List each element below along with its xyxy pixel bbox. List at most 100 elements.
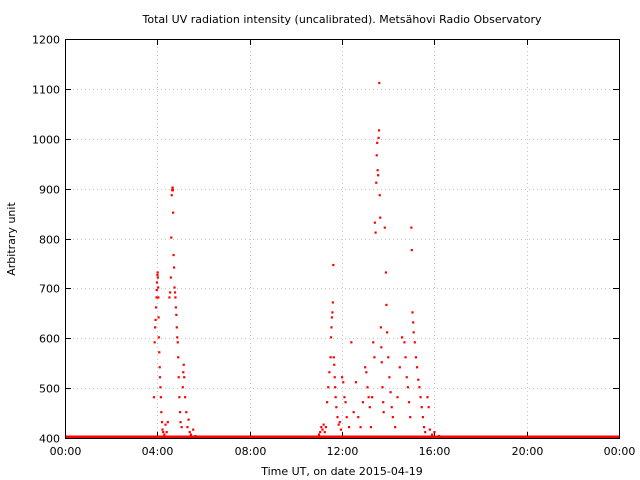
y-tick-label: 600 — [39, 333, 60, 346]
data-point — [389, 391, 392, 394]
data-point — [173, 286, 176, 289]
data-point — [424, 431, 427, 434]
data-point — [387, 356, 390, 359]
data-point — [334, 396, 337, 399]
data-point — [410, 248, 413, 252]
data-point — [162, 431, 165, 434]
data-point — [153, 341, 156, 344]
data-point — [411, 311, 414, 314]
data-point — [156, 273, 159, 277]
data-point — [333, 363, 336, 366]
data-point — [357, 416, 360, 419]
data-point — [391, 416, 394, 419]
data-point — [163, 433, 166, 436]
data-point — [157, 336, 160, 339]
data-point — [382, 401, 385, 404]
data-point — [174, 296, 177, 299]
data-point — [359, 426, 362, 429]
data-point — [343, 396, 346, 399]
data-point — [369, 426, 373, 429]
data-point — [172, 266, 176, 269]
data-point — [330, 316, 334, 319]
data-point — [337, 423, 340, 426]
data-point — [177, 356, 180, 359]
data-point — [414, 356, 418, 359]
data-point — [378, 194, 381, 197]
data-point — [178, 396, 181, 399]
x-tick-label: 20:00 — [512, 445, 544, 458]
data-point — [159, 386, 162, 389]
data-point — [187, 418, 190, 421]
data-point — [373, 356, 376, 359]
data-point — [332, 356, 335, 359]
x-tick-label: 16:00 — [419, 445, 451, 458]
data-point — [157, 286, 160, 289]
data-point — [324, 426, 328, 429]
data-point — [345, 416, 348, 419]
axis-ticks — [65, 39, 620, 439]
data-point — [371, 396, 374, 399]
data-point — [365, 371, 368, 374]
data-point — [158, 376, 162, 379]
y-tick-label: 1100 — [32, 84, 60, 97]
data-point — [375, 154, 378, 157]
data-point — [158, 351, 161, 354]
data-point — [431, 433, 434, 436]
data-point — [419, 396, 422, 399]
data-point — [175, 326, 178, 329]
data-point — [180, 426, 183, 429]
y-tick-label: 700 — [39, 283, 60, 296]
y-tick-label: 800 — [39, 234, 60, 247]
data-point — [154, 326, 157, 329]
data-point — [154, 306, 158, 309]
data-point — [379, 216, 382, 219]
data-point — [418, 386, 421, 389]
data-point — [379, 326, 382, 329]
data-point — [333, 376, 336, 379]
chart-title: Total UV radiation intensity (uncalibrat… — [142, 13, 542, 26]
data-point — [404, 356, 407, 359]
data-point — [437, 435, 441, 438]
data-point — [344, 401, 347, 404]
x-axis-label: Time UT, on date 2015-04-19 — [260, 465, 423, 478]
data-point — [171, 189, 174, 192]
data-point — [377, 174, 380, 177]
data-point — [412, 321, 415, 324]
data-point — [171, 186, 174, 189]
data-point — [342, 381, 345, 384]
data-point — [426, 396, 429, 399]
data-point — [329, 356, 332, 359]
data-point — [152, 396, 156, 399]
data-point — [329, 336, 333, 339]
data-point — [321, 428, 324, 431]
data-point — [352, 411, 355, 414]
x-tick-label: 00:00 — [604, 445, 636, 458]
data-point — [388, 376, 391, 379]
data-point — [361, 401, 364, 404]
data-point — [175, 313, 178, 317]
data-point — [332, 263, 335, 267]
data-point — [322, 423, 325, 426]
data-point — [335, 406, 338, 409]
data-point — [376, 141, 379, 144]
data-point — [156, 271, 159, 274]
data-point — [367, 396, 370, 399]
data-point — [188, 431, 191, 434]
x-tick-label: 04:00 — [142, 445, 174, 458]
data-point — [378, 81, 381, 85]
data-point — [377, 136, 380, 139]
data-point — [354, 381, 358, 384]
data-point — [160, 411, 163, 414]
data-point — [372, 341, 375, 344]
data-point — [173, 291, 177, 294]
y-tick-label: 1200 — [32, 34, 60, 47]
data-points — [152, 81, 441, 438]
data-point — [375, 181, 378, 184]
data-point — [403, 341, 406, 344]
y-tick-label: 400 — [39, 433, 60, 446]
data-point — [416, 366, 419, 369]
data-point — [347, 426, 351, 429]
data-point — [339, 428, 343, 431]
data-point — [161, 428, 164, 431]
